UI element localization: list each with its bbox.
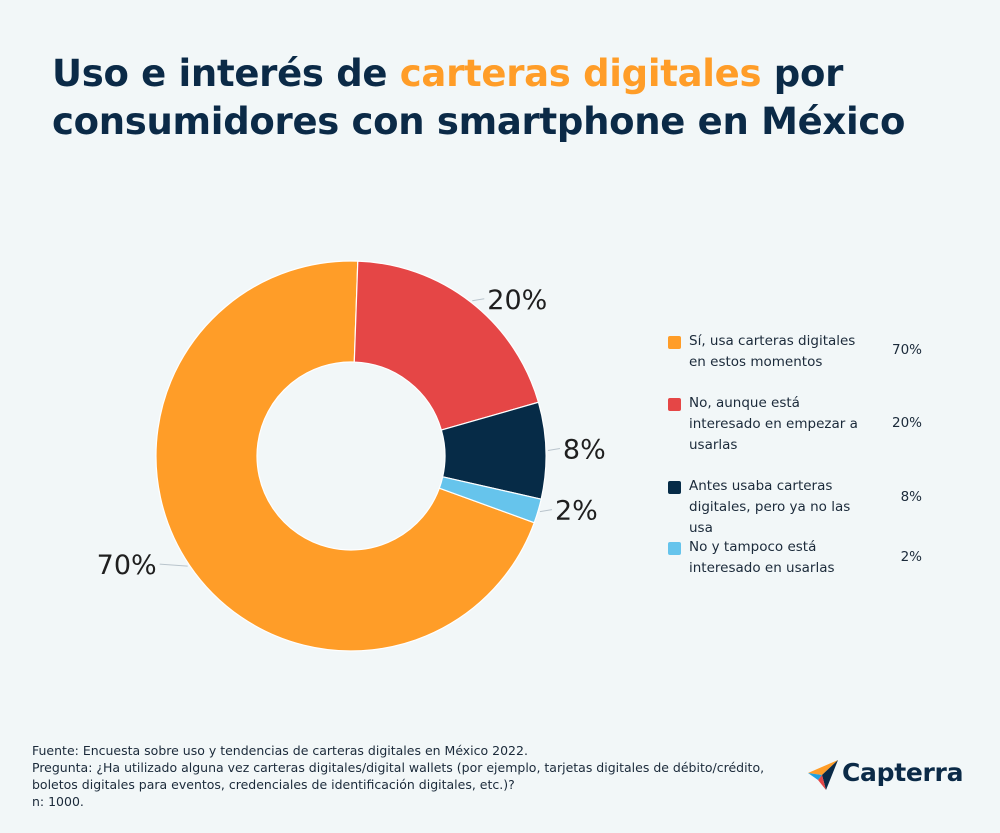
legend-value: 2% (900, 549, 922, 565)
legend-label: No, aunque está interesado en empezar a … (689, 395, 858, 453)
capterra-logo: Capterra (806, 758, 966, 794)
leader-line (472, 298, 485, 302)
slice-uses (155, 260, 536, 652)
legend-value: 20% (891, 415, 922, 431)
legend-value: 70% (891, 342, 922, 358)
source-note: Fuente: Encuesta sobre uso y tendencias … (32, 743, 528, 758)
legend-label: Antes usaba carteras digitales, pero ya … (689, 478, 851, 536)
title-highlight: carteras digitales (399, 52, 762, 95)
leader-line (159, 563, 188, 567)
sample-size-note: n: 1000. (32, 794, 84, 809)
legend-value: 8% (900, 489, 922, 505)
legend-swatch (668, 398, 681, 411)
title-part-1: Uso e interés de (52, 52, 400, 95)
slice-not-interested (438, 476, 542, 524)
slice-label-former-user: 8% (563, 434, 606, 465)
legend-swatch (668, 542, 681, 555)
footer-notes: Fuente: Encuesta sobre uso y tendencias … (32, 742, 792, 810)
slice-label-uses: 70% (97, 550, 157, 581)
legend-swatch (668, 336, 681, 349)
brand-name: Capterra (842, 758, 964, 787)
title-part-2: por consumidores con smartphone en Méxic… (52, 52, 906, 143)
capterra-logo-icon (808, 760, 838, 790)
page-title: Uso e interés de carteras digitales por … (52, 50, 972, 146)
question-note: Pregunta: ¿Ha utilizado alguna vez carte… (32, 760, 765, 792)
legend-swatch (668, 481, 681, 494)
legend-label: Sí, usa carteras digitales en estos mome… (689, 333, 856, 370)
slice-interested (353, 260, 540, 431)
leader-line (547, 448, 561, 451)
legend-label: No y tampoco está interesado en usarlas (689, 539, 835, 576)
leader-line (539, 509, 553, 513)
slice-label-interested: 20% (487, 285, 547, 316)
slice-label-not-interested: 2% (555, 496, 598, 527)
